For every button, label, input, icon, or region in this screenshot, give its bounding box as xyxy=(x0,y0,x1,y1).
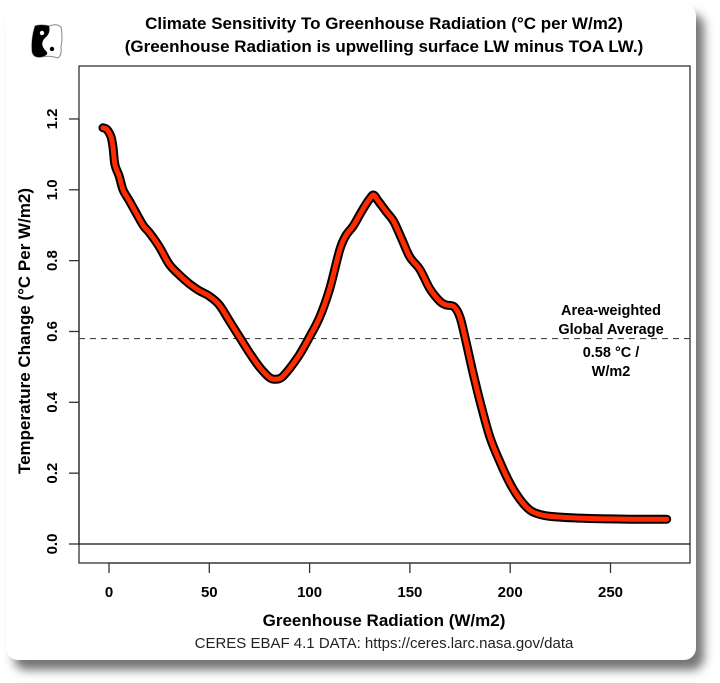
chart-title: Climate Sensitivity To Greenhouse Radiat… xyxy=(145,14,623,33)
annotation-line-2: Global Average xyxy=(558,322,663,338)
y-tick-label: 0.6 xyxy=(44,321,61,342)
global-average-annotation: Area-weighted Global Average 0.58 °C / W… xyxy=(558,303,663,380)
x-axis-title: Greenhouse Radiation (W/m2) xyxy=(263,611,506,630)
chart-subtitle: (Greenhouse Radiation is upwelling surfa… xyxy=(125,37,644,56)
y-axis-title: Temperature Change (°C Per W/m2) xyxy=(15,188,34,474)
x-tick-label: 200 xyxy=(498,584,523,601)
annotation-line-4: W/m2 xyxy=(592,364,631,380)
x-tick-label: 0 xyxy=(105,584,113,601)
y-tick-label: 0.0 xyxy=(44,534,61,555)
chart-card xyxy=(6,4,696,660)
x-tick-label: 50 xyxy=(201,584,218,601)
yin-yang-icon xyxy=(31,24,63,59)
y-tick-label: 0.4 xyxy=(44,391,61,413)
y-tick-label: 0.2 xyxy=(44,463,61,484)
y-axis: 0.0 0.2 0.4 0.6 0.8 1.0 1.2 xyxy=(44,109,80,555)
x-axis: 0 50 100 150 200 250 xyxy=(105,562,623,601)
x-tick-label: 100 xyxy=(297,584,322,601)
x-tick-label: 250 xyxy=(598,584,623,601)
y-tick-label: 1.0 xyxy=(44,179,61,200)
annotation-line-1: Area-weighted xyxy=(561,303,661,319)
x-tick-label: 150 xyxy=(397,584,422,601)
reference-lines xyxy=(79,337,690,545)
data-source-caption: CERES EBAF 4.1 DATA: https://ceres.larc.… xyxy=(195,635,574,652)
annotation-line-3: 0.58 °C / xyxy=(583,345,640,361)
y-tick-label: 0.8 xyxy=(44,250,61,271)
series-line xyxy=(100,125,670,522)
y-tick-label: 1.2 xyxy=(44,109,61,130)
series-layer xyxy=(98,123,672,524)
